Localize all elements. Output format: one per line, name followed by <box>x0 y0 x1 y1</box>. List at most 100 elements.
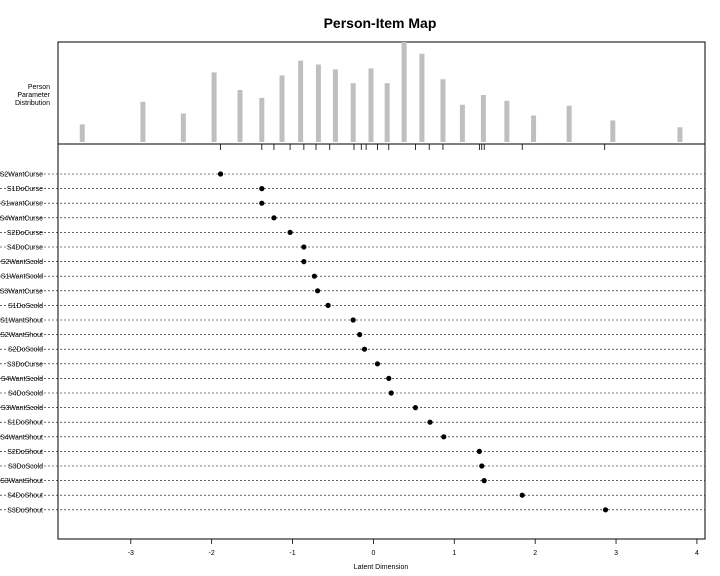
item-label: S2WantCurse <box>0 172 43 179</box>
item-point <box>441 434 447 440</box>
item-row: S2WantCurse <box>0 171 705 179</box>
person-label-line: Person <box>28 84 50 91</box>
item-row: S1WantScold <box>0 273 705 281</box>
item-label: S1DoCurse <box>7 186 43 193</box>
item-label: S2DoShout <box>7 449 43 456</box>
item-row: S4DoCurse <box>0 244 705 252</box>
item-point <box>386 375 392 381</box>
item-label: S1WantShout <box>0 318 43 325</box>
person-label-line: Parameter <box>17 92 50 99</box>
item-row: S4DoShout <box>0 492 705 500</box>
x-tick-label: 2 <box>533 550 537 557</box>
item-label: S3WantScold <box>1 405 43 412</box>
item-label: S1DoScold <box>8 303 43 310</box>
item-row: S2WantShout <box>0 332 705 339</box>
item-point <box>476 448 482 454</box>
distribution-bar <box>332 69 338 142</box>
item-point <box>301 244 307 250</box>
item-label: S2DoScold <box>8 347 43 354</box>
item-label: S3DoScold <box>8 464 43 471</box>
item-label: S3DoCurse <box>7 361 43 368</box>
distribution-bar <box>259 97 265 142</box>
item-row: S4WantCurse <box>0 215 705 222</box>
distribution-bar <box>480 94 486 142</box>
person-distribution-bars <box>79 42 683 142</box>
distribution-bar <box>279 75 285 142</box>
distribution-bar <box>368 68 374 142</box>
item-point <box>287 229 293 235</box>
item-point <box>217 171 224 177</box>
x-tick-label: -3 <box>128 550 134 557</box>
x-axis-label: Latent Dimension <box>354 564 409 571</box>
item-row: S1wantCurse <box>0 200 705 208</box>
item-label: S4WantCurse <box>0 215 43 222</box>
distribution-bar <box>566 105 572 142</box>
item-row: S2DoScold <box>0 346 705 354</box>
item-row: S2DoShout <box>0 448 705 456</box>
distribution-bar <box>211 72 217 142</box>
item-row: S1DoScold <box>0 302 705 310</box>
distribution-bar <box>440 79 446 142</box>
item-label: S1WantScold <box>1 274 43 281</box>
item-point <box>412 405 419 411</box>
item-row: S3WantCurse <box>0 288 705 295</box>
item-point <box>311 273 317 279</box>
item-row: S4WantScold <box>0 375 705 383</box>
chart-title: Person-Item Map <box>324 15 437 31</box>
item-point <box>602 507 609 513</box>
distribution-bar <box>79 124 85 142</box>
item-map-panel <box>57 143 706 540</box>
item-point <box>361 346 368 352</box>
x-tick-label: 0 <box>371 550 375 557</box>
x-tick-label: 4 <box>695 550 699 557</box>
item-point <box>427 419 433 425</box>
item-row: S1WantShout <box>0 317 705 325</box>
item-row: S4WantShout <box>0 434 705 441</box>
x-tick-label: 1 <box>452 550 456 557</box>
distribution-bar <box>531 115 537 142</box>
item-point <box>357 332 363 338</box>
distribution-bar <box>237 90 243 142</box>
item-label: S1wantCurse <box>1 201 43 208</box>
item-label: S2WantScold <box>1 259 43 266</box>
item-label: S1DoShout <box>7 420 43 427</box>
item-label: S2DoCurse <box>7 230 43 237</box>
item-row: S1DoCurse <box>0 186 705 193</box>
x-tick-label: -1 <box>289 550 295 557</box>
item-point <box>315 288 321 294</box>
item-row: S3DoCurse <box>0 361 705 368</box>
item-point <box>271 215 277 221</box>
distribution-bar <box>419 53 425 142</box>
distribution-bar <box>459 104 465 142</box>
person-distribution-panel <box>57 41 706 145</box>
distribution-bar <box>298 60 304 142</box>
item-rows: S2WantCurse S1DoCurse S1wantCurse S4WantCur… <box>0 171 705 514</box>
item-label: S4DoScold <box>8 391 43 398</box>
item-label: S4DoShout <box>7 493 43 500</box>
item-label: S3DoShout <box>7 507 43 514</box>
item-row: S3WantScold <box>0 405 705 412</box>
distribution-bar <box>315 64 321 142</box>
distribution-bar <box>180 113 186 142</box>
item-row: S3DoShout <box>0 507 705 514</box>
item-point <box>259 186 265 192</box>
item-row: S1DoShout <box>0 419 705 427</box>
item-row: S2DoCurse <box>0 229 705 237</box>
person-label-line: Distribution <box>15 100 50 107</box>
item-point <box>374 361 381 367</box>
item-row: S3DoScold <box>0 463 705 471</box>
distribution-bar <box>677 127 683 142</box>
item-point <box>479 463 485 469</box>
distribution-bar <box>401 42 407 142</box>
item-location-ticks <box>220 144 606 150</box>
item-point <box>301 259 307 265</box>
item-label: S3WantShout <box>0 478 43 485</box>
item-point <box>519 492 525 498</box>
item-label: S4DoCurse <box>7 245 43 252</box>
item-row: S2WantScold <box>0 259 705 266</box>
item-point <box>350 317 356 323</box>
item-label: S2WantShout <box>0 332 43 339</box>
item-point <box>388 390 394 396</box>
